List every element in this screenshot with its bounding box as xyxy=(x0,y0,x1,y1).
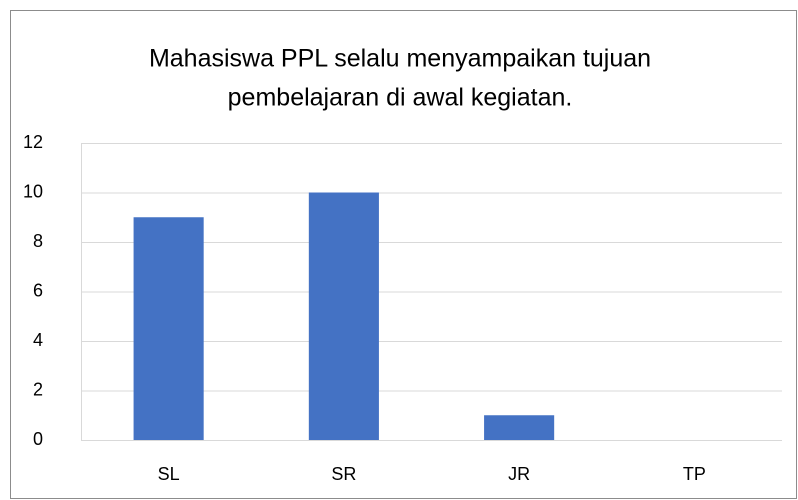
y-tick-label: 6 xyxy=(33,280,43,300)
y-tick-label: 0 xyxy=(33,429,43,449)
x-tick-label: JR xyxy=(508,464,530,484)
y-tick-label: 10 xyxy=(23,181,43,201)
x-tick-label: TP xyxy=(683,464,706,484)
y-tick-label: 2 xyxy=(33,379,43,399)
bar xyxy=(308,192,379,440)
y-tick-label: 8 xyxy=(33,231,43,251)
bar xyxy=(133,217,204,440)
bar xyxy=(484,415,555,440)
chart-title: Mahasiswa PPL selalu menyampaikan tujuan xyxy=(149,45,651,73)
x-tick-label: SL xyxy=(158,464,180,484)
y-tick-label: 12 xyxy=(23,132,43,152)
y-tick-label: 4 xyxy=(33,330,43,350)
chart-title: pembelajaran di awal kegiatan. xyxy=(228,84,573,112)
x-tick-label: SR xyxy=(331,464,356,484)
